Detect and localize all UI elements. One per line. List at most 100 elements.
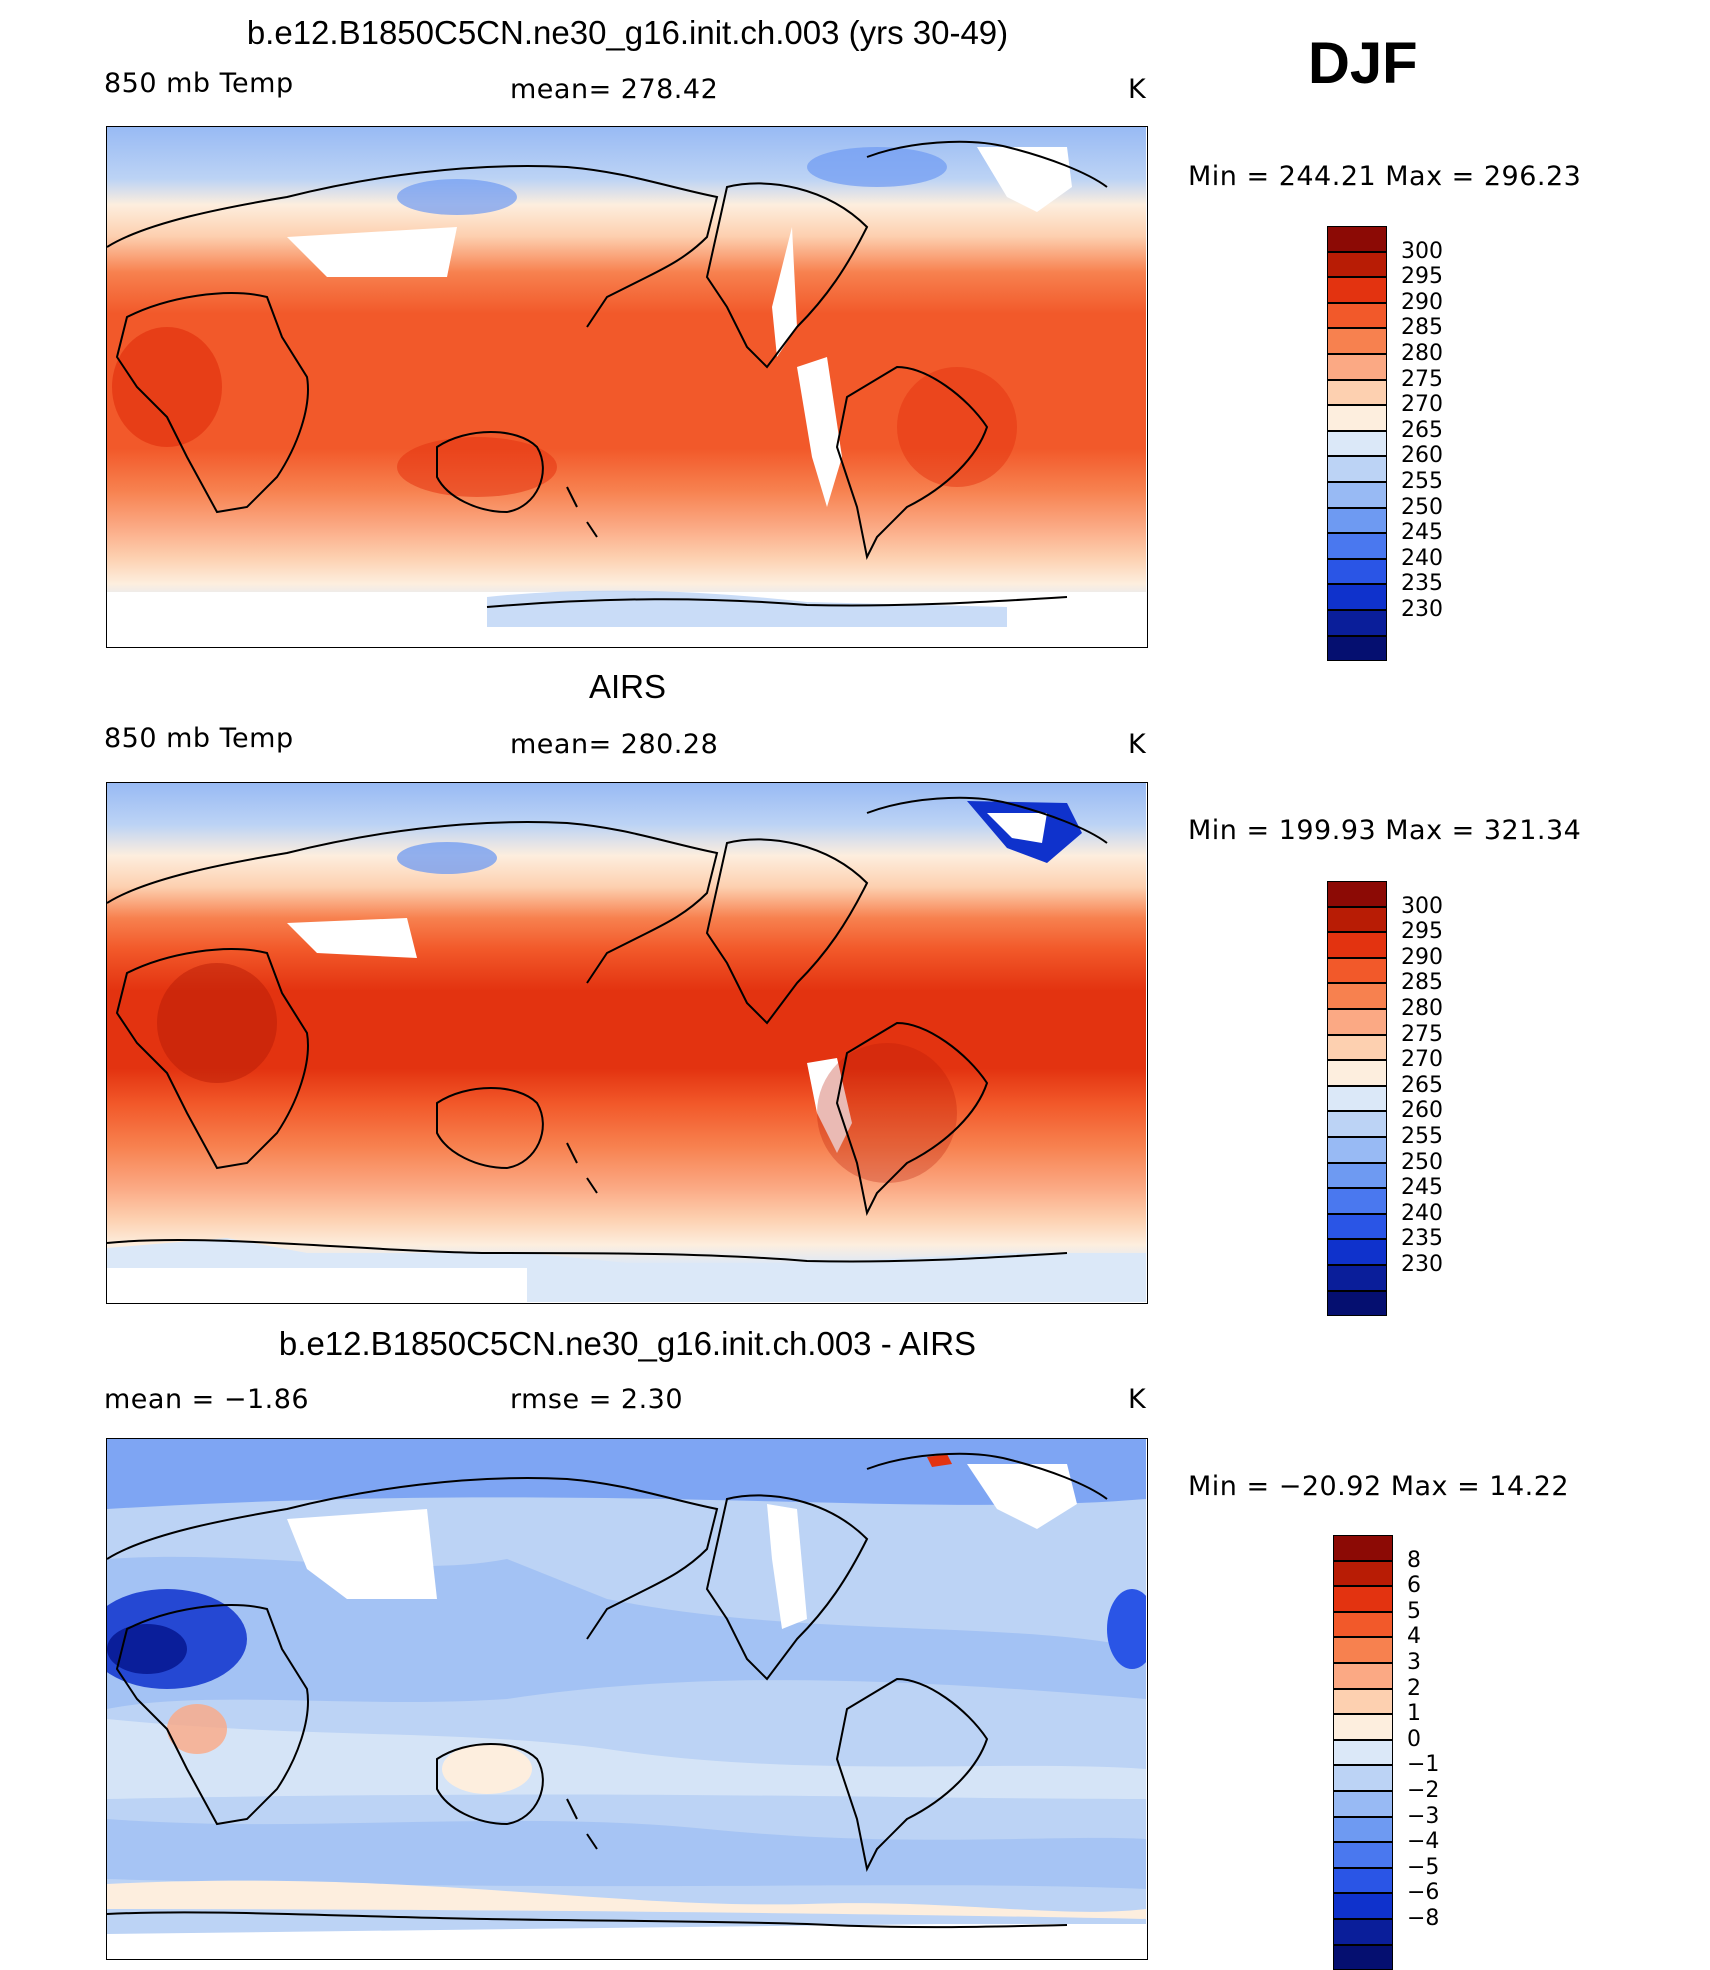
colorbar-tick-label: −6 bbox=[1407, 1880, 1440, 1906]
colorbar-swatch bbox=[1327, 354, 1387, 380]
colorbar-swatch bbox=[1333, 1919, 1393, 1945]
colorbar-tick-label: 280 bbox=[1401, 996, 1443, 1021]
colorbar-swatch bbox=[1327, 1188, 1387, 1214]
colorbar-tick-label: 290 bbox=[1401, 944, 1443, 970]
colorbar-tick-label: 8 bbox=[1407, 1547, 1421, 1573]
colorbar-tick-label: 265 bbox=[1401, 417, 1443, 443]
colorbar-tick-label: 270 bbox=[1401, 392, 1443, 418]
panel-2-variable-label: 850 mb Temp bbox=[104, 723, 294, 754]
colorbar-swatch bbox=[1327, 1239, 1387, 1265]
colorbar-tick-label: 240 bbox=[1401, 545, 1443, 571]
colorbar-swatch bbox=[1327, 1009, 1387, 1035]
colorbar-swatch bbox=[1327, 456, 1387, 482]
season-label: DJF bbox=[1308, 31, 1418, 96]
colorbar-tick-label: 240 bbox=[1401, 1200, 1443, 1226]
colorbar-tick-label: 1 bbox=[1407, 1701, 1421, 1727]
colorbar-swatch bbox=[1327, 635, 1387, 662]
colorbar-tick-label: 295 bbox=[1401, 264, 1443, 290]
colorbar-swatch bbox=[1333, 1611, 1393, 1638]
colorbar-tick-label: 230 bbox=[1401, 597, 1443, 622]
panel-1-map bbox=[106, 126, 1148, 648]
panel-3-rmse-label: rmse = 2.30 bbox=[510, 1384, 684, 1415]
panel-2-colorbar: 300 295 290 285 280 275 270 265 260 255 250 245 240 2… bbox=[1327, 881, 1577, 1317]
colorbar-swatch bbox=[1327, 957, 1387, 984]
colorbar-swatch bbox=[1327, 482, 1387, 508]
colorbar-swatch bbox=[1327, 405, 1387, 431]
colorbar-tick-label: 245 bbox=[1401, 520, 1443, 546]
colorbar-tick-label: 250 bbox=[1401, 494, 1443, 520]
colorbar-tick-label: 285 bbox=[1401, 315, 1443, 341]
colorbar-swatch bbox=[1327, 277, 1387, 303]
colorbar-tick-label: 275 bbox=[1401, 1021, 1443, 1047]
colorbar-tick-label: 260 bbox=[1401, 443, 1443, 469]
colorbar-swatch bbox=[1327, 1265, 1387, 1291]
colorbar-tick-label: 235 bbox=[1401, 1226, 1443, 1252]
panel-2-minmax-label: Min = 199.93 Max = 321.34 bbox=[1188, 815, 1582, 846]
colorbar-tick-label: 5 bbox=[1407, 1598, 1421, 1624]
colorbar-swatch bbox=[1333, 1637, 1393, 1663]
colorbar-swatch bbox=[1333, 1535, 1393, 1561]
panel-3-map bbox=[106, 1438, 1148, 1960]
colorbar-tick-label: −2 bbox=[1407, 1778, 1440, 1803]
panel-1-colorbar: 300 295 290 285 280 275 270 265 260 255 250 245 240 2… bbox=[1327, 226, 1577, 662]
colorbar-swatch bbox=[1327, 1162, 1387, 1189]
panel-1-units-label: K bbox=[1128, 74, 1147, 105]
panel-2-mean-label: mean= 280.28 bbox=[510, 729, 719, 760]
colorbar-swatch bbox=[1333, 1688, 1393, 1715]
colorbar-swatch bbox=[1327, 251, 1387, 278]
colorbar-swatch bbox=[1327, 328, 1387, 354]
colorbar-swatch bbox=[1333, 1816, 1393, 1843]
colorbar-swatch bbox=[1333, 1663, 1393, 1689]
colorbar-swatch bbox=[1333, 1842, 1393, 1868]
colorbar-tick-label: 290 bbox=[1401, 289, 1443, 315]
colorbar-swatch bbox=[1327, 906, 1387, 933]
colorbar-tick-label: 295 bbox=[1401, 919, 1443, 945]
colorbar-tick-label: 265 bbox=[1401, 1072, 1443, 1098]
colorbar-tick-label: 3 bbox=[1407, 1650, 1421, 1675]
colorbar-swatch bbox=[1327, 226, 1387, 252]
panel-3-units-label: K bbox=[1128, 1384, 1147, 1415]
colorbar-tick-label: −1 bbox=[1407, 1752, 1440, 1778]
colorbar-swatch bbox=[1327, 1060, 1387, 1086]
colorbar-swatch bbox=[1327, 302, 1387, 329]
colorbar-swatch bbox=[1333, 1867, 1393, 1894]
colorbar-tick-label: −4 bbox=[1407, 1829, 1440, 1855]
colorbar-tick-label: 4 bbox=[1407, 1624, 1421, 1650]
colorbar-swatch bbox=[1327, 1085, 1387, 1112]
colorbar-tick-label: −5 bbox=[1407, 1854, 1440, 1880]
panel-3-title: b.e12.B1850C5CN.ne30_g16.init.ch.003 - A… bbox=[278, 1325, 977, 1362]
colorbar-swatch bbox=[1327, 507, 1387, 534]
colorbar-tick-label: 255 bbox=[1401, 469, 1443, 494]
colorbar-tick-label: 6 bbox=[1407, 1573, 1421, 1599]
colorbar-swatch bbox=[1327, 1034, 1387, 1061]
panel-1-title: b.e12.B1850C5CN.ne30_g16.init.ch.003 (yr… bbox=[246, 14, 1009, 51]
colorbar-tick-label: 275 bbox=[1401, 366, 1443, 392]
colorbar-tick-label: 0 bbox=[1407, 1726, 1421, 1752]
colorbar-tick-label: −3 bbox=[1407, 1803, 1440, 1829]
colorbar-swatch bbox=[1327, 1137, 1387, 1163]
colorbar-swatch bbox=[1327, 881, 1387, 907]
colorbar-swatch bbox=[1333, 1944, 1393, 1970]
colorbar-tick-label: 255 bbox=[1401, 1124, 1443, 1149]
colorbar-swatch bbox=[1333, 1893, 1393, 1919]
colorbar-swatch bbox=[1327, 533, 1387, 559]
colorbar-swatch bbox=[1333, 1714, 1393, 1740]
colorbar-swatch bbox=[1327, 1213, 1387, 1240]
panel-3-minmax-label: Min = −20.92 Max = 14.22 bbox=[1188, 1471, 1570, 1502]
colorbar-swatch bbox=[1327, 379, 1387, 406]
colorbar-tick-label: 245 bbox=[1401, 1175, 1443, 1201]
panel-2-map bbox=[106, 782, 1148, 1304]
colorbar-tick-label: 250 bbox=[1401, 1149, 1443, 1175]
panel-1-variable-label: 850 mb Temp bbox=[104, 68, 294, 99]
colorbar-swatch bbox=[1333, 1560, 1393, 1587]
colorbar-tick-label: 270 bbox=[1401, 1047, 1443, 1073]
colorbar-tick-label: 260 bbox=[1401, 1098, 1443, 1124]
colorbar-swatch bbox=[1333, 1765, 1393, 1791]
panel-3-mean-label: mean = −1.86 bbox=[104, 1384, 310, 1415]
panel-2-title: AIRS bbox=[588, 668, 667, 705]
colorbar-tick-label: 235 bbox=[1401, 571, 1443, 597]
colorbar-swatch bbox=[1333, 1739, 1393, 1766]
colorbar-swatch bbox=[1333, 1791, 1393, 1817]
colorbar-swatch bbox=[1327, 983, 1387, 1009]
colorbar-swatch bbox=[1327, 1111, 1387, 1137]
